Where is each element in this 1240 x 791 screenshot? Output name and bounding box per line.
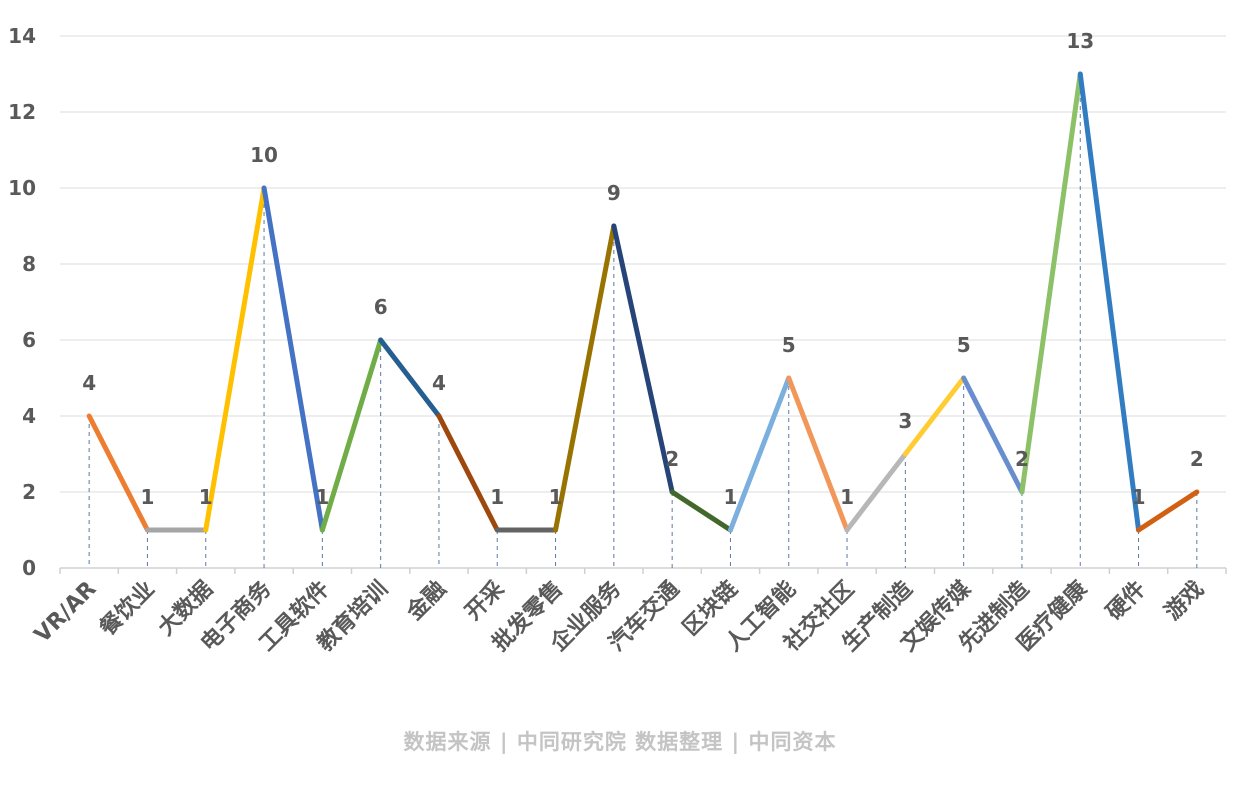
x-tick-label: 餐饮业	[95, 577, 159, 641]
data-label: 4	[82, 371, 96, 395]
x-tick-label: 硬件	[1102, 577, 1151, 626]
data-label: 1	[140, 485, 154, 509]
data-label: 1	[840, 485, 854, 509]
source-note: 数据来源 | 中同研究院 数据整理 | 中同资本	[403, 730, 837, 754]
line-segment	[378, 337, 442, 419]
x-tick-label: VR/AR	[30, 577, 101, 648]
y-tick-label: 8	[22, 252, 36, 276]
y-tick-label: 14	[8, 24, 36, 48]
line-segment	[203, 185, 267, 533]
line-segment	[86, 413, 150, 533]
line-segment	[611, 223, 675, 495]
data-label: 5	[782, 333, 796, 357]
line-segment	[436, 413, 500, 533]
line-segment	[319, 337, 384, 533]
data-label: 1	[490, 485, 504, 509]
line-segment	[1077, 71, 1142, 533]
line-segment	[844, 451, 908, 533]
x-tick-label: 游戏	[1160, 576, 1210, 626]
data-label: 2	[1015, 447, 1029, 471]
line-segment	[1136, 489, 1200, 533]
y-tick-label: 6	[22, 328, 36, 352]
data-label: 2	[1190, 447, 1204, 471]
line-segment	[553, 223, 617, 533]
data-label: 1	[315, 485, 329, 509]
line-segment	[727, 375, 792, 533]
x-tick-label: 开采	[461, 577, 510, 626]
data-label: 2	[665, 447, 679, 471]
line-segment	[261, 185, 325, 533]
data-label: 1	[549, 485, 563, 509]
line-segment	[961, 375, 1025, 495]
y-tick-label: 10	[8, 176, 36, 200]
line-segment	[1019, 71, 1083, 495]
y-tick-label: 12	[8, 100, 36, 124]
data-label: 5	[957, 333, 971, 357]
data-label: 1	[723, 485, 737, 509]
line-segment	[786, 375, 850, 533]
line-segment	[902, 375, 967, 457]
data-label: 6	[374, 295, 388, 319]
line-segment	[669, 489, 733, 533]
data-label: 10	[250, 143, 278, 167]
data-label: 4	[432, 371, 446, 395]
x-tick-label: 金融	[401, 576, 451, 626]
data-label: 13	[1066, 29, 1094, 53]
data-label: 1	[199, 485, 213, 509]
y-tick-label: 2	[22, 480, 36, 504]
data-label: 3	[898, 409, 912, 433]
data-label: 1	[1132, 485, 1146, 509]
y-tick-label: 4	[22, 404, 36, 428]
y-tick-label: 0	[22, 556, 36, 580]
data-label: 9	[607, 181, 621, 205]
